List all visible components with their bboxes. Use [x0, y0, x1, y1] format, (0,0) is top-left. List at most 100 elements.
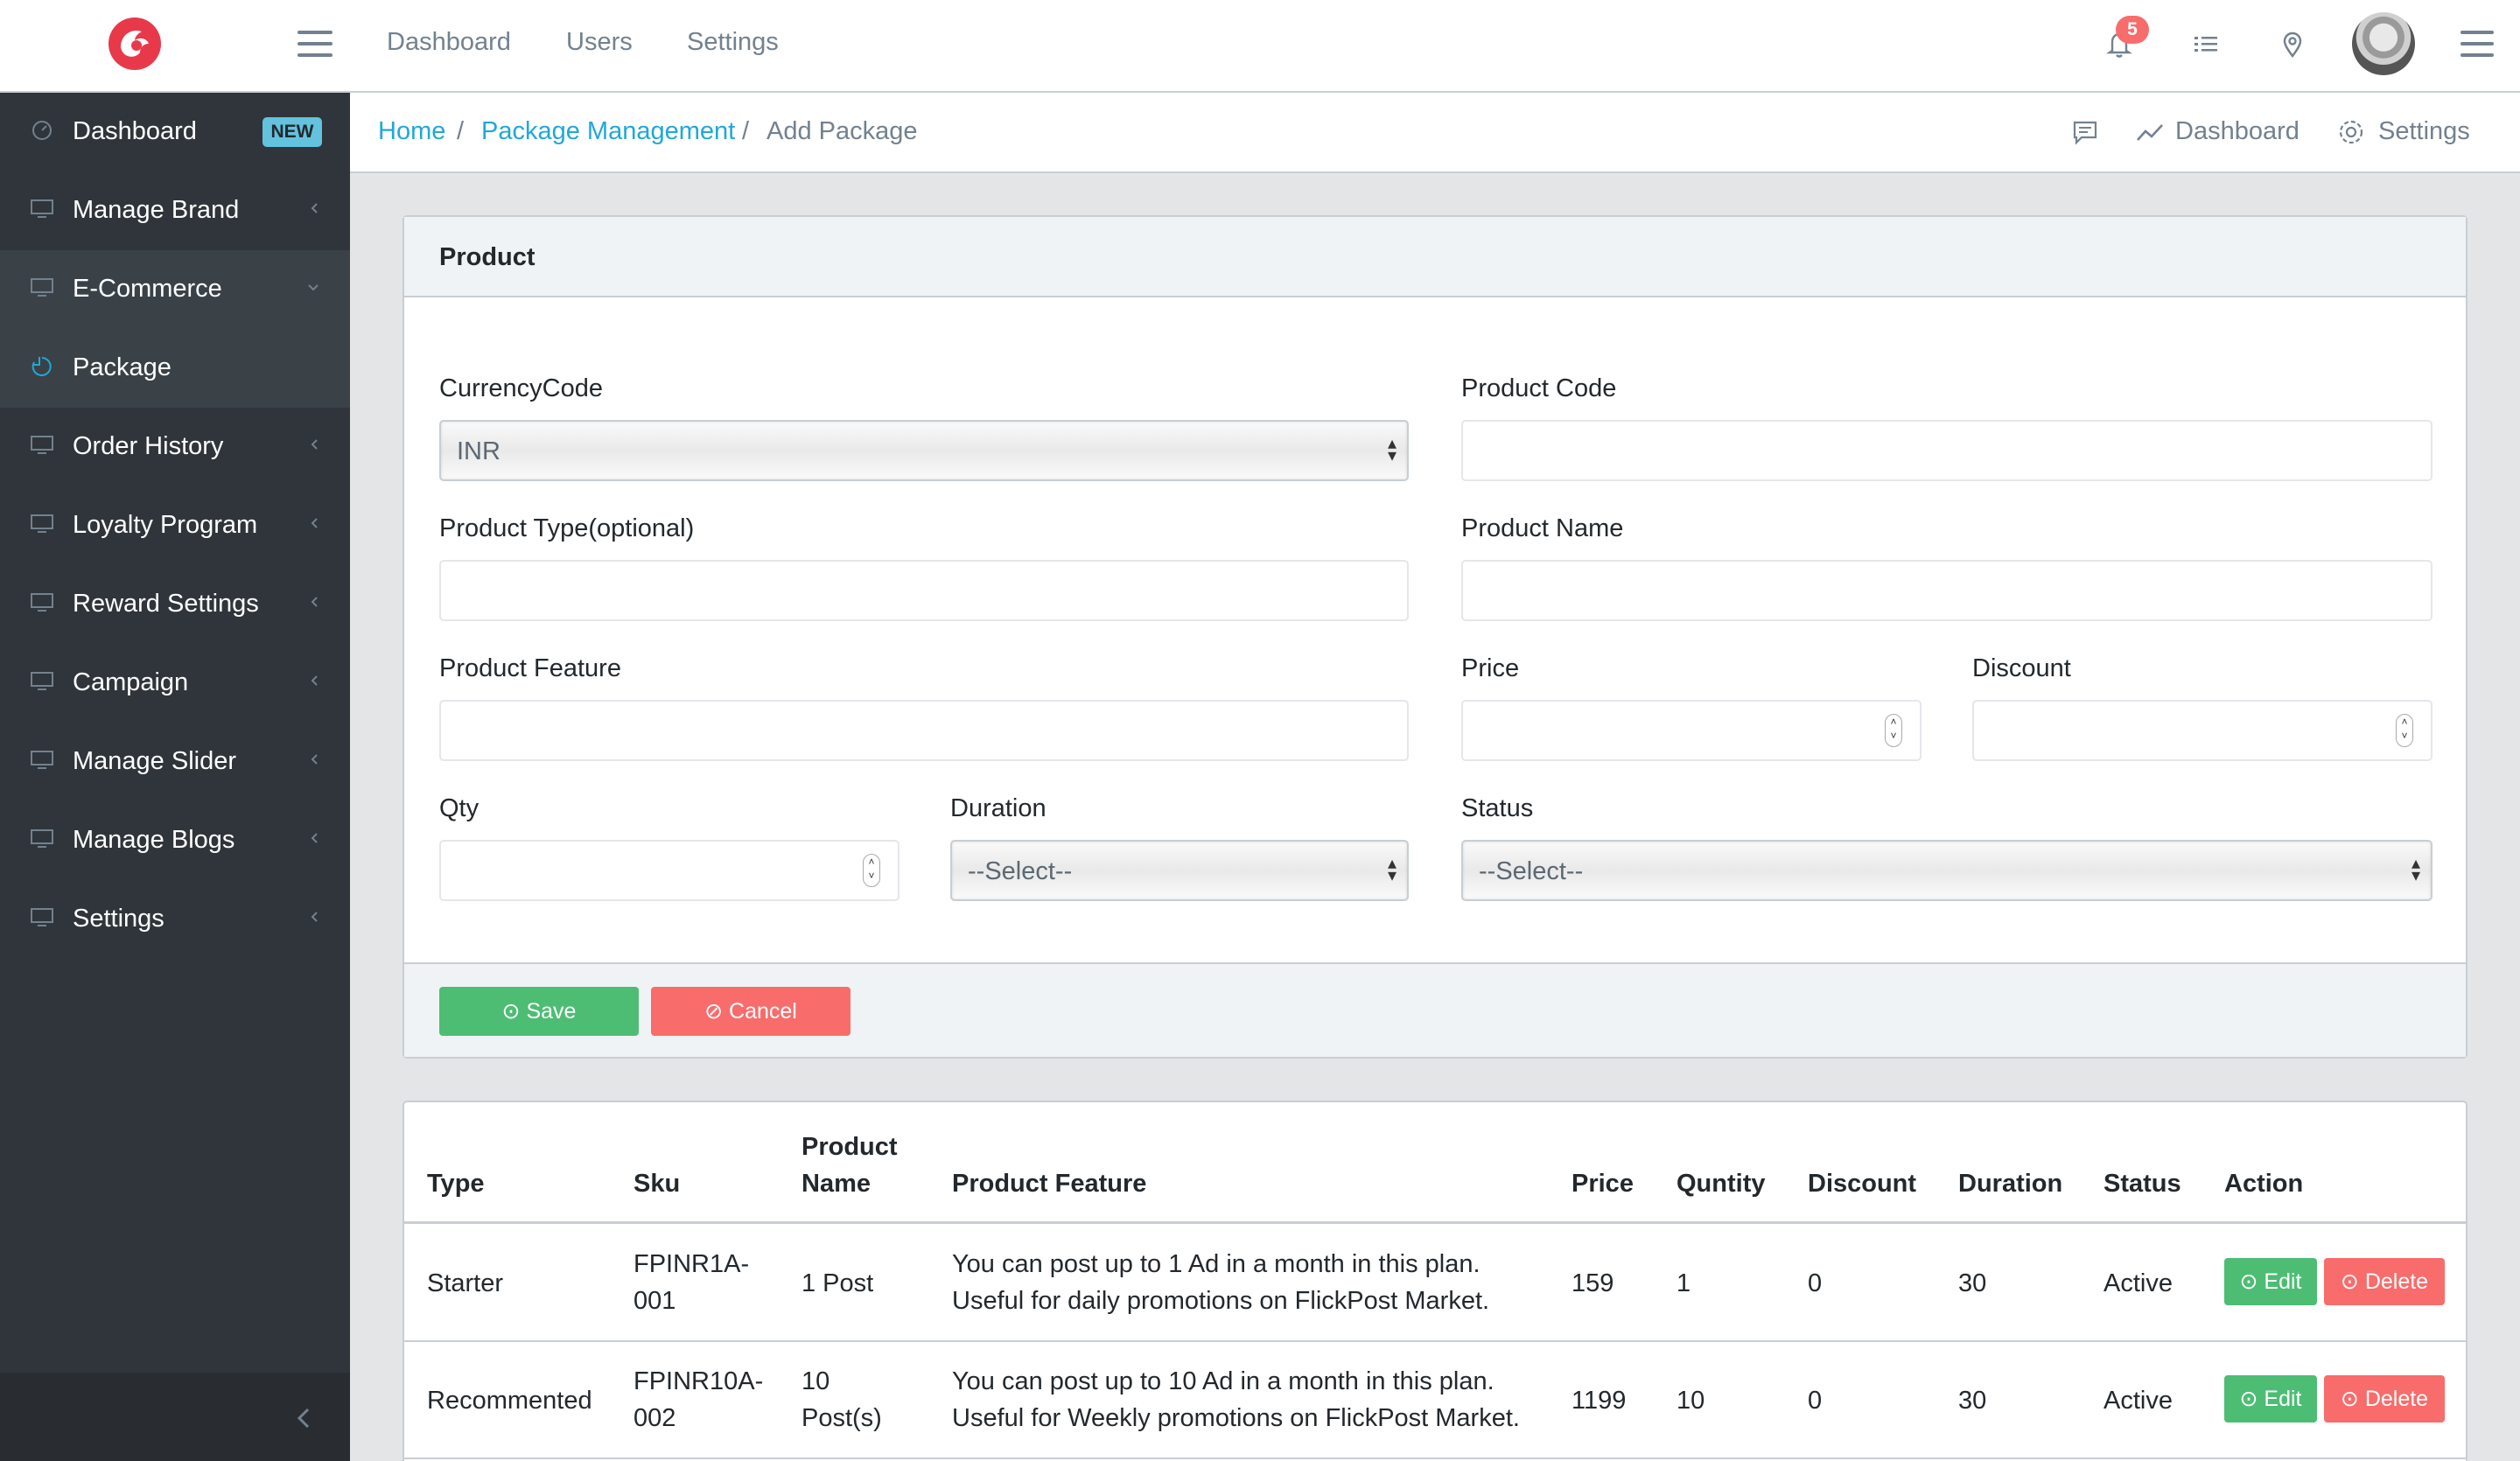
- breadcrumb-separator: /: [742, 117, 750, 145]
- save-button[interactable]: ⊙ Save: [439, 987, 639, 1036]
- topnav-settings[interactable]: Settings: [687, 28, 779, 56]
- discount-input[interactable]: ˄ ˅: [1972, 700, 2432, 761]
- cell-status: Active: [2104, 1387, 2173, 1415]
- duration-label: Duration: [950, 794, 1046, 822]
- breadcrumb-settings-link[interactable]: Settings: [2378, 117, 2470, 145]
- cell-sku-cont: 002: [634, 1404, 676, 1432]
- column-header-duration: Duration: [1958, 1170, 2063, 1198]
- chevron-left-icon: [311, 597, 318, 607]
- sidebar-item-ecommerce[interactable]: E-Commerce: [0, 250, 350, 329]
- number-spinner-icon[interactable]: ˄ ˅: [863, 854, 880, 887]
- sidebar-item-package[interactable]: Package: [0, 329, 350, 408]
- sidebar-item-label: E-Commerce: [73, 275, 222, 303]
- cell-product-feature-cont: Useful for Weekly promotions on FlickPos…: [952, 1404, 1520, 1432]
- chevron-left-icon: [311, 912, 318, 922]
- column-header-sku: Sku: [634, 1170, 681, 1198]
- edit-button[interactable]: ⊙ Edit: [2224, 1258, 2317, 1305]
- cell-quantity: 10: [1676, 1387, 1705, 1415]
- comment-icon[interactable]: [2070, 117, 2100, 147]
- sidebar-item-manage-brand[interactable]: Manage Brand: [0, 171, 350, 250]
- sidebar-item-label: Order History: [73, 432, 224, 460]
- chevron-left-icon: [311, 439, 318, 450]
- price-input[interactable]: ˄ ˅: [1461, 700, 1922, 761]
- speedometer-icon: [32, 121, 52, 140]
- currency-code-select[interactable]: INR ▴ ▾: [439, 420, 1409, 481]
- sidebar-item-label: Manage Blogs: [73, 826, 235, 854]
- cell-price: 1199: [1572, 1387, 1627, 1415]
- sidebar-item-label: Manage Brand: [73, 196, 240, 224]
- qty-label: Qty: [439, 794, 480, 822]
- delete-button[interactable]: ⊙ Delete: [2324, 1375, 2445, 1423]
- chevron-left-icon: [311, 518, 318, 528]
- cell-quantity: 1: [1676, 1269, 1691, 1297]
- column-header-product-name-1: Product: [802, 1133, 898, 1161]
- sidebar-item-order-history[interactable]: Order History: [0, 408, 350, 486]
- edit-icon: ⊙: [2239, 1387, 2264, 1411]
- monitor-icon: [31, 672, 53, 690]
- cell-sku-cont: 001: [634, 1287, 676, 1315]
- status-value: --Select--: [1479, 857, 1584, 885]
- edit-label: Edit: [2264, 1269, 2302, 1294]
- sidebar-item-reward-settings[interactable]: Reward Settings: [0, 565, 350, 644]
- sidebar-item-dashboard[interactable]: Dashboard NEW: [0, 93, 350, 171]
- sidebar-item-settings[interactable]: Settings: [0, 880, 350, 959]
- chevron-down-icon: [308, 284, 318, 291]
- breadcrumb-package-management[interactable]: Package Management: [481, 117, 736, 145]
- column-header-status: Status: [2104, 1170, 2181, 1198]
- packages-table: Type Sku Product Name Product Feature Pr…: [402, 1101, 2468, 1461]
- cancel-button[interactable]: ⊘ Cancel: [651, 987, 850, 1036]
- breadcrumb-home[interactable]: Home: [378, 117, 446, 145]
- chevron-left-icon: [297, 1408, 310, 1429]
- status-select[interactable]: --Select-- ▴ ▾: [1461, 840, 2432, 901]
- new-badge: NEW: [262, 117, 322, 147]
- delete-label: Delete: [2364, 1387, 2429, 1411]
- gear-icon: [2339, 120, 2363, 144]
- top-navbar: Dashboard Users Settings 5: [0, 0, 2520, 93]
- delete-button[interactable]: ⊙ Delete: [2324, 1258, 2445, 1305]
- breadcrumb-current: Add Package: [766, 117, 918, 145]
- cell-product-name: 1 Post: [802, 1269, 874, 1297]
- sidebar-item-label: Campaign: [73, 668, 189, 696]
- select-arrows-icon: ▴ ▾: [1387, 854, 1396, 885]
- product-feature-input[interactable]: [439, 700, 1409, 761]
- topnav-dashboard[interactable]: Dashboard: [387, 28, 511, 56]
- sidebar-item-label: Manage Slider: [73, 747, 236, 775]
- duration-select[interactable]: --Select-- ▴ ▾: [950, 840, 1409, 901]
- sidebar-item-manage-slider[interactable]: Manage Slider: [0, 723, 350, 801]
- user-avatar[interactable]: [2352, 12, 2415, 75]
- brand-logo[interactable]: [108, 17, 161, 70]
- price-label: Price: [1461, 654, 1520, 682]
- select-arrows-icon: ▴ ▾: [2411, 854, 2420, 885]
- chevron-left-icon: [311, 203, 318, 213]
- product-name-input[interactable]: [1461, 560, 2432, 621]
- breadcrumb: Home / Package Management / Add Package …: [350, 93, 2520, 173]
- sidebar-toggle-icon[interactable]: [298, 31, 332, 57]
- sidebar-item-campaign[interactable]: Campaign: [0, 644, 350, 723]
- breadcrumb-dashboard-link[interactable]: Dashboard: [2175, 117, 2300, 145]
- edit-label: Edit: [2264, 1387, 2302, 1411]
- product-code-input[interactable]: [1461, 420, 2432, 481]
- list-icon[interactable]: [2189, 26, 2224, 61]
- location-pin-icon[interactable]: [2275, 26, 2310, 61]
- sidebar-item-manage-blogs[interactable]: Manage Blogs: [0, 801, 350, 880]
- menu-icon[interactable]: [2460, 31, 2494, 57]
- sidebar-item-loyalty-program[interactable]: Loyalty Program: [0, 486, 350, 565]
- currency-code-label: CurrencyCode: [439, 374, 603, 402]
- cell-product-name-cont: Post(s): [802, 1404, 882, 1432]
- qty-input[interactable]: ˄ ˅: [439, 840, 900, 901]
- cell-discount: 0: [1808, 1387, 1823, 1415]
- chevron-left-icon: [311, 675, 318, 686]
- delete-icon: ⊙: [2340, 1269, 2365, 1294]
- product-type-input[interactable]: [439, 560, 1409, 621]
- chevron-left-icon: [311, 833, 318, 843]
- sidebar-item-label: Settings: [73, 905, 164, 933]
- cell-sku: FPINR1A-: [634, 1250, 750, 1278]
- sidebar-minimizer[interactable]: [0, 1373, 350, 1461]
- monitor-icon: [31, 436, 53, 454]
- topnav-users[interactable]: Users: [566, 28, 633, 56]
- sidebar: Dashboard NEW Manage Brand E-Commerce Pa…: [0, 93, 350, 1461]
- number-spinner-icon[interactable]: ˄ ˅: [2396, 714, 2413, 747]
- number-spinner-icon[interactable]: ˄ ˅: [1885, 714, 1902, 747]
- edit-button[interactable]: ⊙ Edit: [2224, 1375, 2317, 1423]
- monitor-icon: [31, 751, 53, 769]
